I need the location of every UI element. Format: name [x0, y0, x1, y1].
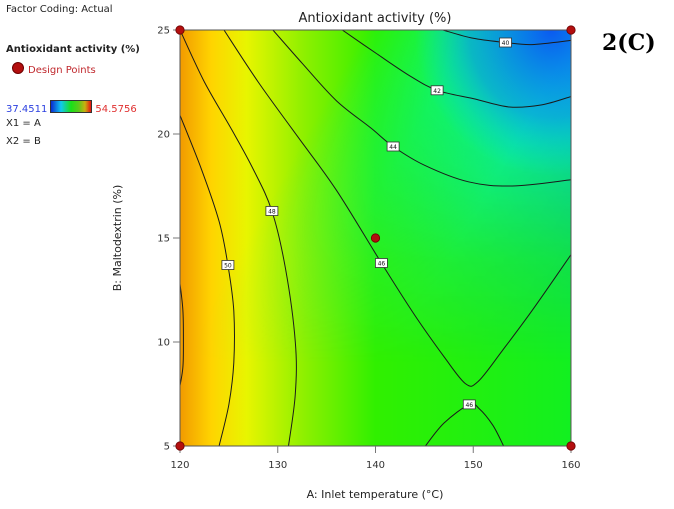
contour-label-text: 46	[465, 402, 473, 409]
contour-label-box	[221, 260, 235, 270]
x-tick-label: 140	[366, 460, 385, 471]
contour-label-box	[499, 37, 512, 48]
contour-label-50: 50	[221, 260, 235, 270]
contour-label-text: 50	[224, 263, 232, 270]
chart-title: Antioxidant activity (%)	[299, 11, 452, 26]
contour-label-text: 46	[378, 261, 386, 268]
y-tick-label: 25	[157, 26, 170, 37]
scale-min-label: 37.4511	[6, 104, 48, 115]
contour-label-text: 44	[389, 144, 397, 151]
contour-label-40: 40	[499, 37, 512, 48]
x-tick-label: 150	[464, 460, 483, 471]
color-scale: 37.4511 54.5756	[6, 100, 137, 115]
contour-label-box	[462, 399, 476, 410]
y-tick-label: 5	[164, 442, 170, 453]
contour-label-box	[386, 141, 400, 152]
contour-label-46: 46	[462, 399, 476, 410]
x-axis-label: A: Inlet temperature (°C)	[307, 488, 444, 501]
contour-label-text: 42	[433, 88, 441, 95]
contour-line-50	[180, 115, 235, 446]
contour-label-text: 48	[268, 209, 276, 216]
response-label: Antioxidant activity (%)	[6, 44, 140, 55]
y-axis-label: B: Maltodextrin (%)	[111, 185, 124, 292]
contour-label-text: 40	[502, 40, 510, 47]
design-point	[566, 25, 576, 35]
design-point	[175, 441, 185, 451]
x2-mapping: X2 = B	[6, 136, 41, 147]
contour-line-52	[180, 283, 184, 386]
design-point	[370, 233, 381, 243]
contour-label-44: 44	[386, 141, 400, 152]
design-point	[566, 441, 576, 451]
contour-label-42: 42	[430, 85, 444, 96]
y-tick-label: 10	[157, 338, 170, 349]
contour-label-48: 48	[265, 206, 279, 216]
x1-mapping: X1 = A	[6, 118, 41, 129]
x-tick-label: 160	[561, 460, 580, 471]
contour-label-box	[430, 85, 444, 96]
contour-line-42	[342, 30, 571, 108]
x-tick-label: 130	[268, 460, 287, 471]
x-tick-label: 120	[170, 460, 189, 471]
y-tick-label: 20	[157, 130, 170, 141]
factor-coding-label: Factor Coding: Actual	[6, 4, 113, 15]
contour-line-46	[223, 30, 571, 387]
contour-label-box	[265, 206, 279, 216]
y-tick-label: 15	[157, 234, 170, 245]
color-scale-bar	[50, 100, 93, 113]
design-points-label: Design Points	[28, 65, 96, 76]
design-point	[175, 25, 185, 35]
design-points-legend: Design Points	[12, 62, 96, 76]
contour-label-box	[374, 258, 388, 268]
contour-label-46: 46	[374, 258, 388, 268]
scale-max-label: 54.5756	[95, 104, 137, 115]
figure-tag: 2(C)	[602, 30, 656, 56]
design-point-marker-icon	[12, 62, 24, 74]
